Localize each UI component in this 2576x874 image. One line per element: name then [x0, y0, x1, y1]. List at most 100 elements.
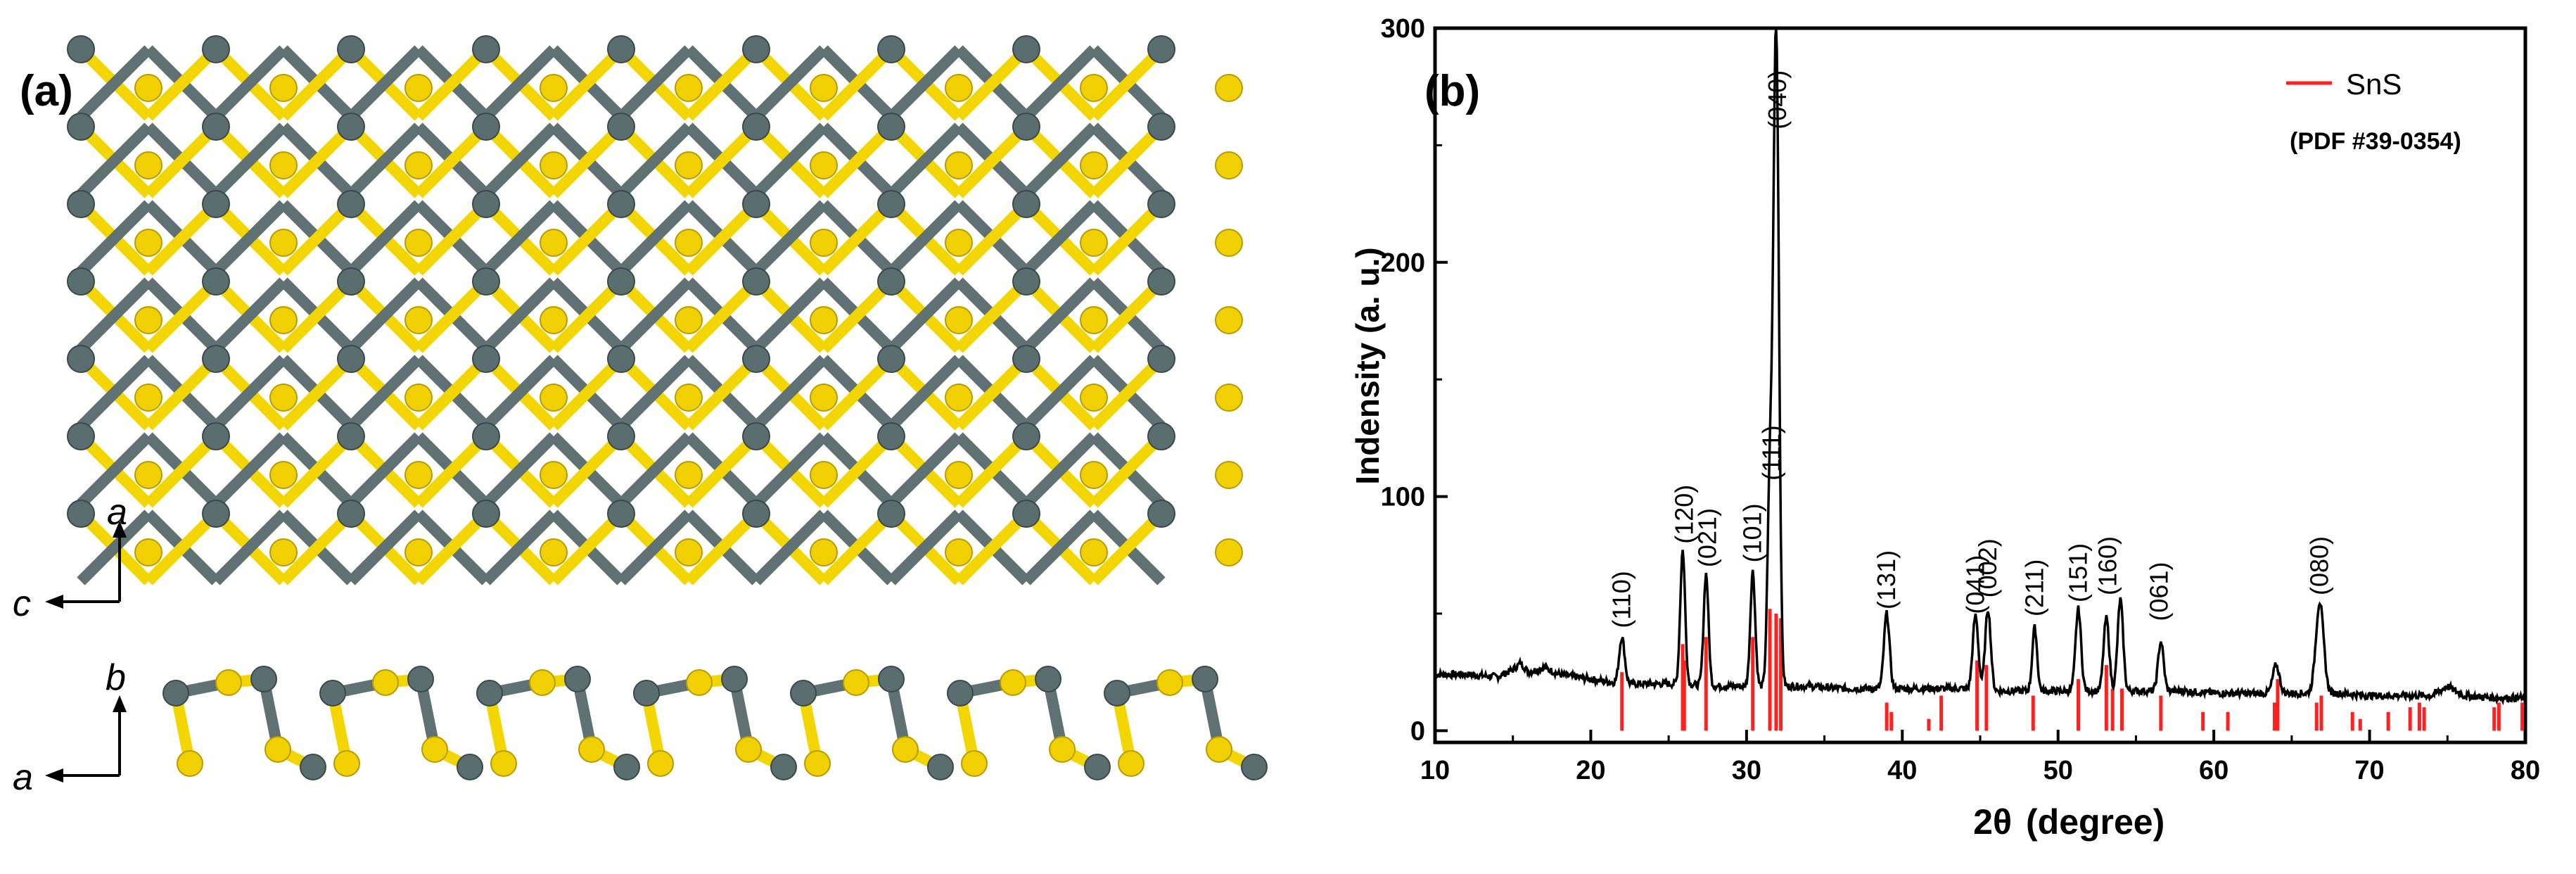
- s-atom: [843, 669, 869, 696]
- bond: [77, 45, 153, 121]
- bond: [1022, 200, 1098, 276]
- peak-label: (041): [1960, 555, 1989, 614]
- bond: [549, 432, 625, 508]
- s-atom: [1080, 538, 1108, 566]
- bond: [955, 432, 1031, 508]
- s-atom: [1215, 229, 1243, 257]
- s-atom: [945, 74, 973, 102]
- s-atom: [945, 538, 973, 566]
- peak-label: (080): [2305, 536, 2334, 595]
- chart-legend: SnS (PDF #39-0354): [2286, 68, 2461, 155]
- crystal-structure-panel: (a) a c b a: [13, 35, 1268, 798]
- sn-atom: [1084, 754, 1111, 780]
- sn-atom: [472, 267, 500, 296]
- s-atom: [1215, 538, 1243, 566]
- sn-atom: [607, 500, 635, 528]
- s-atom: [269, 306, 298, 334]
- bond: [77, 122, 153, 198]
- bond: [414, 432, 490, 508]
- bond: [347, 122, 423, 198]
- bond: [887, 432, 963, 508]
- sn-atom: [472, 500, 500, 528]
- sn-atom: [878, 666, 905, 692]
- x-tick-label: 20: [1576, 756, 1605, 785]
- sn-atom: [202, 35, 230, 63]
- bond: [279, 355, 355, 431]
- panel-b-label: (b): [1424, 67, 1480, 115]
- y-tick-label: 200: [1381, 248, 1425, 278]
- s-atom: [1000, 669, 1026, 696]
- bond: [617, 200, 693, 276]
- axis-a-label: a: [107, 492, 127, 533]
- s-atom: [810, 384, 838, 412]
- bond: [1022, 45, 1098, 121]
- bond: [955, 122, 1031, 198]
- bond: [347, 277, 423, 353]
- bond: [279, 509, 355, 585]
- sn-atom: [564, 666, 591, 692]
- sn-atom: [67, 35, 95, 63]
- sn-atom: [877, 35, 905, 63]
- s-atom: [1156, 669, 1183, 696]
- bond: [212, 122, 288, 198]
- s-atom: [1215, 306, 1243, 334]
- bond: [549, 509, 625, 585]
- sn-atom: [607, 35, 635, 63]
- bond: [77, 277, 153, 353]
- bond: [347, 355, 423, 431]
- bond: [549, 45, 625, 121]
- s-atom: [675, 151, 703, 179]
- y-tick-label: 0: [1410, 716, 1425, 746]
- bond: [144, 122, 220, 198]
- bond: [1022, 355, 1098, 431]
- sn-atom: [742, 35, 770, 63]
- bond: [887, 509, 963, 585]
- x-tick-label: 10: [1420, 756, 1450, 785]
- peak-label: (120): [1669, 485, 1698, 544]
- s-atom: [1080, 306, 1108, 334]
- sn-atom: [1104, 680, 1130, 707]
- bond: [752, 45, 828, 121]
- x-tick-label: 80: [2511, 756, 2540, 785]
- xrd-chart: (b) 10 20 30 40 50 60 70 80 0 100 200 300 (110) (120)…: [1349, 14, 2540, 842]
- s-atom: [675, 384, 703, 412]
- peak-label: (151): [2064, 543, 2093, 602]
- sn-atom: [742, 113, 770, 141]
- bond: [414, 277, 490, 353]
- sn-atom: [67, 500, 95, 528]
- sn-atom: [607, 422, 635, 450]
- s-atom: [1080, 461, 1108, 489]
- measured-pattern-line: [1434, 27, 2527, 706]
- sn-atom: [1012, 422, 1040, 450]
- sn-atom: [67, 422, 95, 450]
- sn-atom: [1147, 500, 1175, 528]
- bond: [617, 122, 693, 198]
- s-atom: [1049, 736, 1076, 763]
- s-atom: [269, 384, 298, 412]
- bond: [752, 509, 828, 585]
- s-atom: [945, 229, 973, 257]
- s-atom: [1080, 151, 1108, 179]
- sn-atom: [721, 666, 748, 692]
- arrow-up-icon: [113, 695, 127, 712]
- s-atom: [404, 461, 433, 489]
- sn-atom: [300, 754, 326, 780]
- sn-atom: [202, 422, 230, 450]
- crystal-structure-figure: (a) a c b a: [13, 35, 1268, 798]
- s-atom: [1206, 736, 1232, 763]
- sn-atom: [607, 345, 635, 373]
- bond: [212, 432, 288, 508]
- sn-atom: [742, 500, 770, 528]
- bond: [347, 509, 423, 585]
- s-atom: [810, 538, 838, 566]
- bond: [684, 200, 760, 276]
- s-atom: [269, 229, 298, 257]
- s-atom: [1080, 229, 1108, 257]
- sn-atom: [337, 422, 365, 450]
- sn-atom: [337, 190, 365, 218]
- sn-atom: [476, 680, 503, 707]
- sn-atom: [613, 754, 640, 780]
- s-atom: [540, 384, 568, 412]
- sn-atom: [457, 754, 483, 780]
- s-atom: [269, 74, 298, 102]
